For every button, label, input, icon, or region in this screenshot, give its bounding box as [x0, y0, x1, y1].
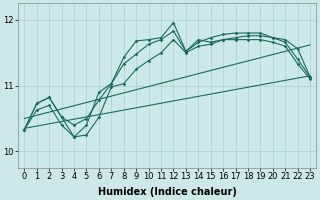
X-axis label: Humidex (Indice chaleur): Humidex (Indice chaleur) — [98, 187, 237, 197]
